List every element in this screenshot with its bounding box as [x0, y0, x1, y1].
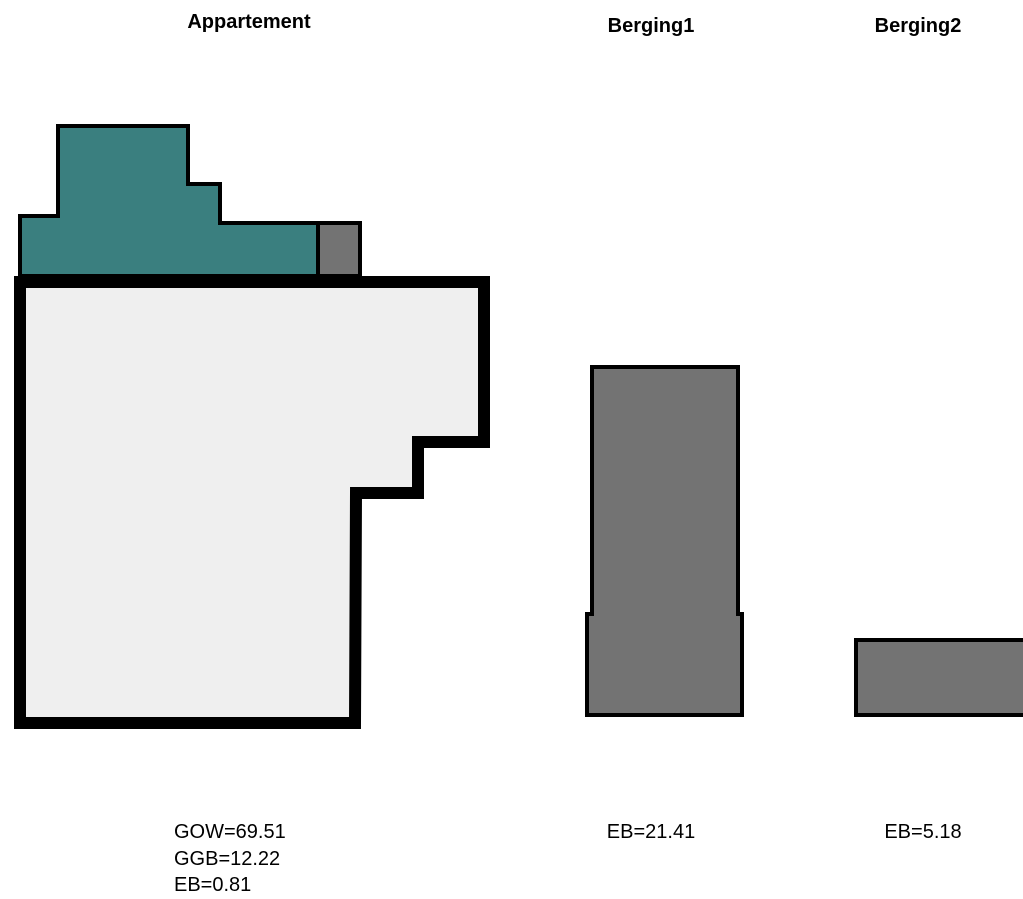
appartement-metric-ggb: GGB=12.22: [174, 848, 280, 870]
apartment-floor-shape: [14, 276, 490, 729]
unit-title-berging1: Berging1: [608, 15, 695, 37]
unit-title-appartement: Appartement: [187, 11, 311, 33]
appartement-metric-eb: EB=0.81: [174, 874, 251, 896]
berging1-shape: [585, 365, 744, 717]
berging2-shape: [854, 638, 1023, 717]
outdoor-area-shape: [18, 124, 320, 278]
berging1-metric-eb: EB=21.41: [607, 821, 695, 843]
small-storage-shape: [316, 221, 362, 278]
appartement-plan: [14, 124, 490, 729]
berging2-metric-eb: EB=5.18: [884, 821, 961, 843]
appartement-metric-gow: GOW=69.51: [174, 821, 286, 843]
unit-title-berging2: Berging2: [875, 15, 962, 37]
